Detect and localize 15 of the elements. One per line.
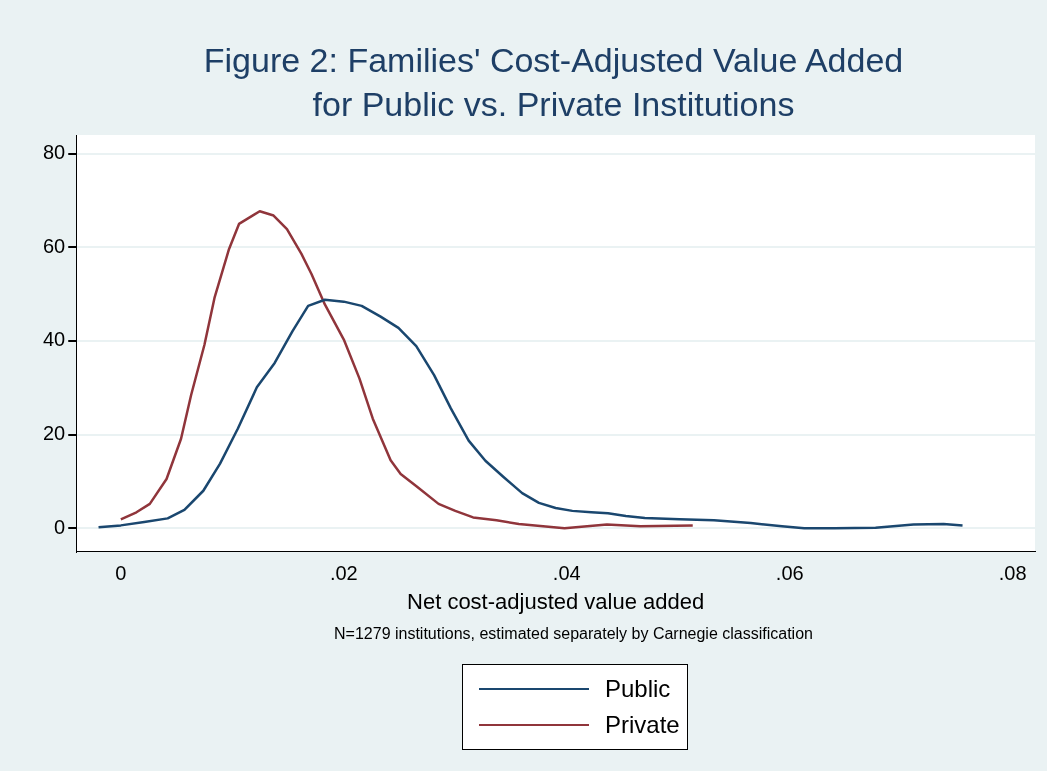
legend-label: Public xyxy=(605,675,671,703)
x-tick-label: .06 xyxy=(775,562,804,585)
chart-title: Figure 2: Families' Cost-Adjusted Value Added for Public vs. Private Institutions xyxy=(202,40,905,125)
y-tick-label: 40 xyxy=(43,328,66,351)
x-tick-label: 0 xyxy=(115,562,127,585)
y-tick-label: 0 xyxy=(54,515,66,538)
legend-label: Private xyxy=(605,711,680,739)
y-tick-label: 20 xyxy=(43,422,66,445)
y-tick-label: 60 xyxy=(43,234,66,257)
y-tick-label: 80 xyxy=(43,141,66,164)
text: N=1279 institutions, estimated separately by Carnegie classification xyxy=(333,625,814,643)
x-axis-title: Net cost-adjusted value added xyxy=(407,588,705,614)
x-tick-label: .08 xyxy=(998,562,1027,585)
x-tick-label: .02 xyxy=(329,562,358,585)
x-tick-label: .04 xyxy=(552,562,581,585)
